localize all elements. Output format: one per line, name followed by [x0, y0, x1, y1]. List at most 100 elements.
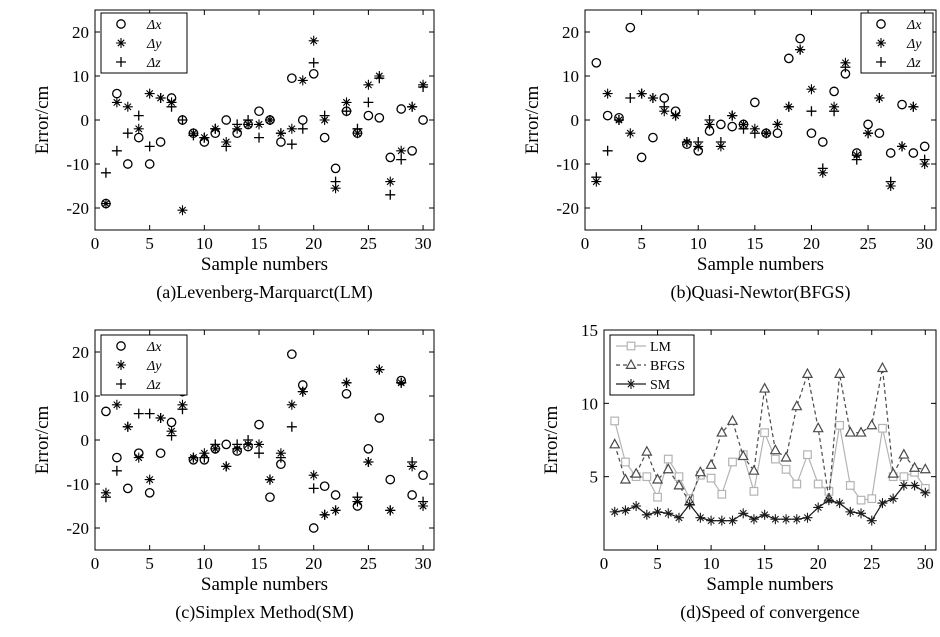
data-point	[813, 502, 824, 513]
data-point	[817, 163, 828, 174]
x-tick-label: 10	[196, 554, 213, 573]
x-axis-label: Sample numbers	[697, 254, 824, 275]
data-point	[845, 506, 856, 517]
data-point	[845, 481, 855, 490]
data-point	[801, 367, 814, 378]
data-point	[374, 364, 385, 375]
legend-box	[860, 12, 934, 74]
data-point	[770, 454, 780, 464]
data-point	[806, 84, 817, 95]
data-point	[898, 448, 910, 459]
data-point	[111, 465, 122, 476]
data-point	[727, 121, 738, 132]
data-point	[885, 148, 896, 158]
data-point	[663, 454, 673, 464]
legend: Δx Δy Δz	[860, 12, 934, 74]
data-point	[792, 479, 802, 489]
legend-label: Δy	[146, 359, 162, 374]
y-tick-label: 5	[590, 468, 599, 487]
legend-marker	[876, 19, 886, 29]
data-point	[651, 473, 664, 484]
data-point	[898, 480, 909, 491]
data-point	[188, 130, 199, 141]
data-point	[254, 439, 265, 450]
data-point	[844, 426, 856, 437]
data-point	[602, 110, 613, 121]
data-point	[738, 123, 749, 134]
data-point	[652, 506, 663, 517]
legend-label: Δz	[146, 56, 161, 71]
x-tick-label: 30	[916, 234, 933, 253]
series-line	[614, 420, 926, 501]
x-tick-label: 25	[860, 234, 877, 253]
series-2	[100, 57, 429, 200]
data-point	[308, 57, 319, 68]
data-point	[396, 145, 407, 156]
data-point	[330, 490, 341, 500]
legend-marker	[626, 379, 636, 389]
data-point	[899, 472, 909, 482]
data-point	[232, 439, 243, 450]
x-axis-label: Sample numbers	[201, 574, 328, 595]
data-point	[855, 426, 867, 437]
legend-label: Δz	[146, 378, 161, 393]
data-point	[610, 416, 620, 426]
data-point	[856, 508, 867, 519]
data-point	[888, 493, 899, 504]
data-point	[770, 514, 781, 525]
data-point	[111, 97, 122, 108]
legend-label: BFGS	[650, 359, 685, 374]
data-point	[133, 452, 144, 463]
data-point	[619, 473, 632, 484]
data-point	[385, 505, 396, 516]
data-point	[319, 509, 330, 520]
data-point	[418, 115, 428, 125]
data-point	[791, 400, 803, 411]
y-tick-label: -10	[66, 155, 89, 174]
data-point	[363, 79, 374, 90]
data-point	[374, 73, 385, 84]
data-point	[795, 44, 806, 55]
data-point	[363, 110, 374, 121]
data-point	[341, 377, 352, 388]
data-point	[221, 461, 232, 472]
x-tick-label: 30	[917, 554, 934, 573]
data-point	[221, 115, 232, 125]
data-point	[704, 115, 715, 125]
y-tick-label: 20	[72, 23, 89, 42]
data-point	[122, 128, 133, 139]
data-point	[653, 492, 662, 502]
data-point	[407, 490, 417, 500]
data-point	[243, 435, 254, 445]
data-point	[716, 119, 726, 130]
x-tick-label: 15	[251, 234, 268, 253]
legend: Δx Δy Δz	[100, 334, 188, 396]
y-tick-label: -20	[66, 199, 89, 218]
data-point	[781, 514, 792, 525]
x-tick-label: 0	[600, 554, 609, 573]
legend-label: Δz	[906, 56, 921, 71]
data-point	[829, 106, 840, 117]
data-point	[166, 101, 177, 112]
x-tick-label: 5	[653, 554, 662, 573]
data-point	[144, 159, 155, 169]
data-point	[385, 474, 396, 485]
data-point	[625, 128, 636, 139]
data-point	[641, 509, 652, 520]
data-point	[144, 408, 155, 419]
data-point	[166, 430, 177, 441]
data-point	[330, 163, 341, 174]
data-point	[647, 93, 658, 103]
y-tick-label: 0	[81, 431, 90, 450]
x-tick-label: 15	[251, 554, 268, 573]
data-point	[199, 132, 210, 143]
data-point	[407, 145, 417, 156]
data-point	[716, 515, 727, 526]
data-point	[630, 467, 642, 478]
data-point	[133, 110, 144, 121]
data-point	[920, 487, 931, 498]
panel-caption: (c)Simplex Method(SM)	[175, 602, 353, 623]
data-point	[133, 408, 144, 419]
data-point	[308, 35, 319, 46]
